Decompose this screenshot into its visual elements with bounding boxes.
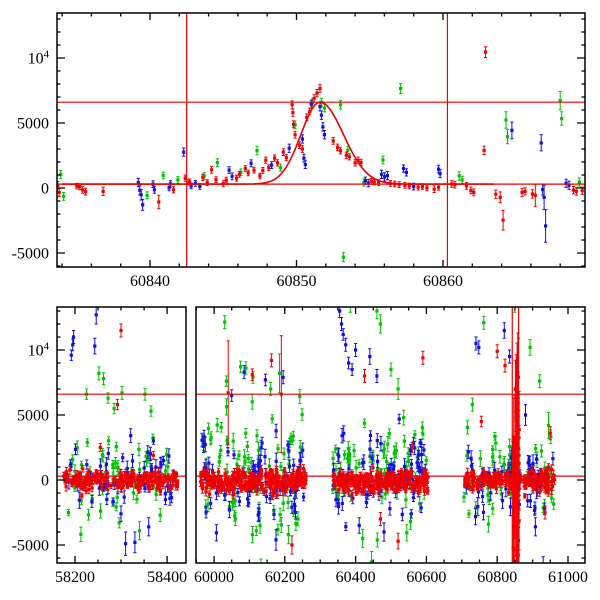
y-tick-label: 5000 [17, 115, 49, 132]
plot-frame [56, 12, 586, 268]
y-tick-label: 104 [28, 48, 50, 67]
x-axis-ticks [195, 307, 569, 563]
y-axis-ticks [577, 310, 585, 559]
x-tick-label: 58400 [147, 569, 187, 586]
y-tick-label: 0 [41, 472, 49, 489]
y-tick-label: 104 [28, 341, 50, 360]
y-tick-label: 0 [41, 180, 49, 197]
panel-zoom-panel: 60840 60850 60860 -5000 0 5000 104 [12, 12, 586, 290]
data-layer [198, 307, 557, 563]
data-points-b [200, 309, 555, 542]
y-axis-ticks [57, 310, 65, 559]
x-tick-label: 60850 [277, 273, 317, 290]
y-tick-label: 5000 [17, 408, 49, 425]
x-tick-label: 60860 [423, 273, 463, 290]
y-tick-label: -5000 [12, 245, 49, 262]
x-tick-label: 60840 [130, 273, 170, 290]
y-tick-label: -5000 [12, 537, 49, 554]
panel-full-panel: 58200 58400 60000 60200 60400 60600 60800 61000… [12, 306, 588, 586]
x-axis-ticks [74, 307, 168, 563]
y-axis-ticks [57, 18, 585, 267]
data-layer [62, 307, 180, 556]
x-tick-label: 60600 [406, 569, 446, 586]
x-tick-label: 58200 [55, 569, 95, 586]
x-tick-label: 61000 [548, 569, 588, 586]
x-tick-label: 60400 [336, 569, 376, 586]
x-tick-label: 60800 [477, 569, 517, 586]
x-tick-label: 60000 [194, 569, 234, 586]
x-tick-label: 60200 [265, 569, 305, 586]
data-points-r [62, 328, 180, 498]
x-axis-ticks [61, 13, 561, 267]
